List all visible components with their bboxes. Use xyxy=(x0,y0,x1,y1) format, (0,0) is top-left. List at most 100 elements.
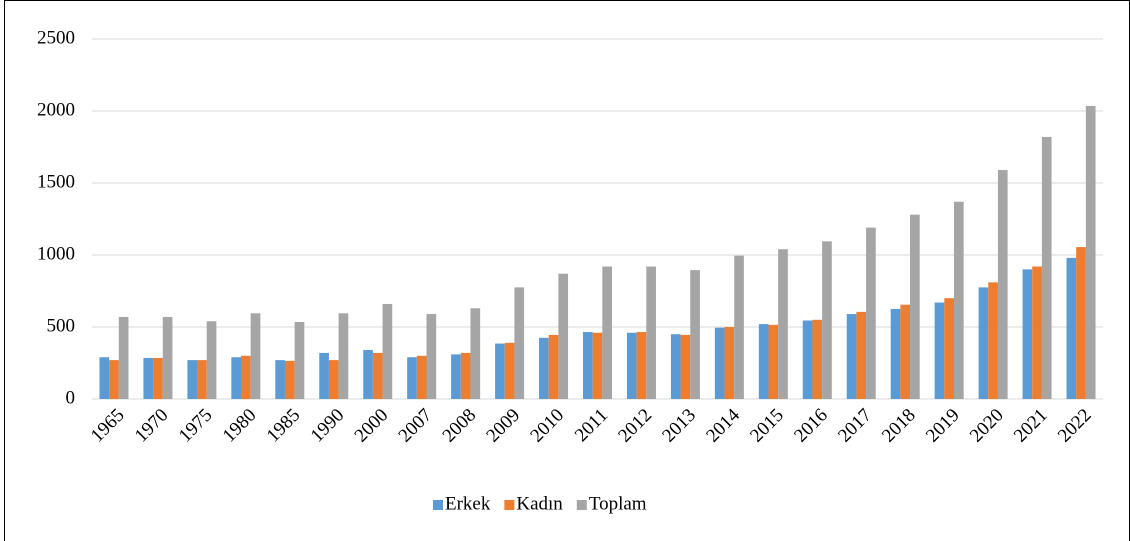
bar xyxy=(680,334,691,399)
bar xyxy=(558,273,569,399)
bar xyxy=(1022,269,1033,399)
bar xyxy=(338,313,349,399)
x-tick-label: 2020 xyxy=(966,405,1008,447)
x-tick-label: 2014 xyxy=(702,404,744,446)
bar xyxy=(822,241,832,399)
bar xyxy=(670,334,681,399)
bar xyxy=(426,314,437,399)
bar xyxy=(162,316,173,399)
bar xyxy=(275,360,285,399)
x-tick-label: 2015 xyxy=(746,405,788,447)
legend-label: Erkek xyxy=(445,493,491,514)
x-tick-label: 1965 xyxy=(87,405,129,447)
bar xyxy=(690,270,700,399)
bar xyxy=(1041,136,1052,400)
x-tick-label: 2000 xyxy=(351,405,393,447)
bar xyxy=(934,302,945,399)
bar xyxy=(363,350,373,399)
bar xyxy=(978,287,989,399)
bar xyxy=(407,357,417,399)
bar xyxy=(99,357,110,399)
bar xyxy=(582,332,593,399)
bar xyxy=(592,332,603,399)
bar xyxy=(118,316,129,399)
x-tick-label: 2012 xyxy=(614,405,656,447)
bar xyxy=(514,287,525,399)
bar xyxy=(846,314,857,399)
bar xyxy=(231,357,242,399)
bar xyxy=(539,337,549,399)
bar xyxy=(997,170,1008,399)
x-tick-label: 1980 xyxy=(219,405,261,447)
bar xyxy=(372,352,383,399)
bar xyxy=(1032,266,1042,399)
bar xyxy=(646,266,656,399)
bar xyxy=(1076,247,1086,399)
x-tick-label: 2017 xyxy=(834,405,876,447)
bar xyxy=(602,266,613,399)
x-tick-label: 1975 xyxy=(175,405,217,447)
bar xyxy=(548,334,559,399)
bar xyxy=(328,360,339,399)
bar xyxy=(250,313,261,399)
bar xyxy=(1085,105,1096,400)
bar xyxy=(294,321,305,399)
bar xyxy=(856,311,867,399)
bar xyxy=(802,320,813,399)
x-tick-label: 1970 xyxy=(131,405,173,447)
x-tick-label: 2008 xyxy=(439,405,481,447)
legend-label: Kadın xyxy=(516,493,563,514)
bar xyxy=(382,303,393,399)
bar xyxy=(900,304,911,399)
bar xyxy=(470,308,481,399)
x-tick-label: 2021 xyxy=(1010,405,1052,447)
x-tick-label: 2009 xyxy=(482,405,524,447)
bar xyxy=(109,360,119,399)
bar xyxy=(910,214,920,399)
x-tick-label: 2013 xyxy=(658,405,700,447)
legend-swatch xyxy=(576,500,587,510)
bar xyxy=(460,352,471,399)
bar xyxy=(504,342,515,399)
bar xyxy=(636,332,647,399)
bar xyxy=(206,321,217,399)
bar xyxy=(866,227,876,399)
legend-label: Toplam xyxy=(589,493,647,514)
bar xyxy=(143,357,154,399)
x-tick-label: 2019 xyxy=(922,405,964,447)
bar xyxy=(197,360,207,399)
legend-swatch xyxy=(433,500,443,510)
x-tick-label: 1990 xyxy=(307,405,349,447)
legend-swatch xyxy=(504,500,515,510)
x-tick-label: 2022 xyxy=(1054,405,1096,447)
bar xyxy=(724,327,735,399)
bar xyxy=(626,332,637,399)
x-tick-label: 1985 xyxy=(263,405,305,447)
y-tick-label: 1000 xyxy=(37,243,75,264)
y-tick-label: 2000 xyxy=(37,99,75,120)
bar xyxy=(187,360,198,399)
bar xyxy=(416,355,427,399)
bar xyxy=(714,327,725,399)
bar xyxy=(451,354,461,399)
bar xyxy=(1066,257,1077,399)
bar xyxy=(988,282,998,399)
bar xyxy=(241,355,251,399)
y-tick-label: 2500 xyxy=(37,27,75,48)
bar xyxy=(890,309,901,399)
bar xyxy=(758,324,769,399)
bar xyxy=(768,324,779,399)
bar xyxy=(778,249,788,399)
bar xyxy=(153,357,163,399)
y-tick-label: 500 xyxy=(47,315,76,336)
bar xyxy=(734,255,744,399)
bar xyxy=(812,319,823,399)
x-tick-label: 2011 xyxy=(571,405,612,446)
bar xyxy=(495,343,505,399)
x-tick-label: 2007 xyxy=(395,405,437,447)
x-tick-label: 2018 xyxy=(878,405,920,447)
y-tick-label: 0 xyxy=(66,387,76,408)
bar xyxy=(319,352,329,399)
bar xyxy=(953,201,964,399)
